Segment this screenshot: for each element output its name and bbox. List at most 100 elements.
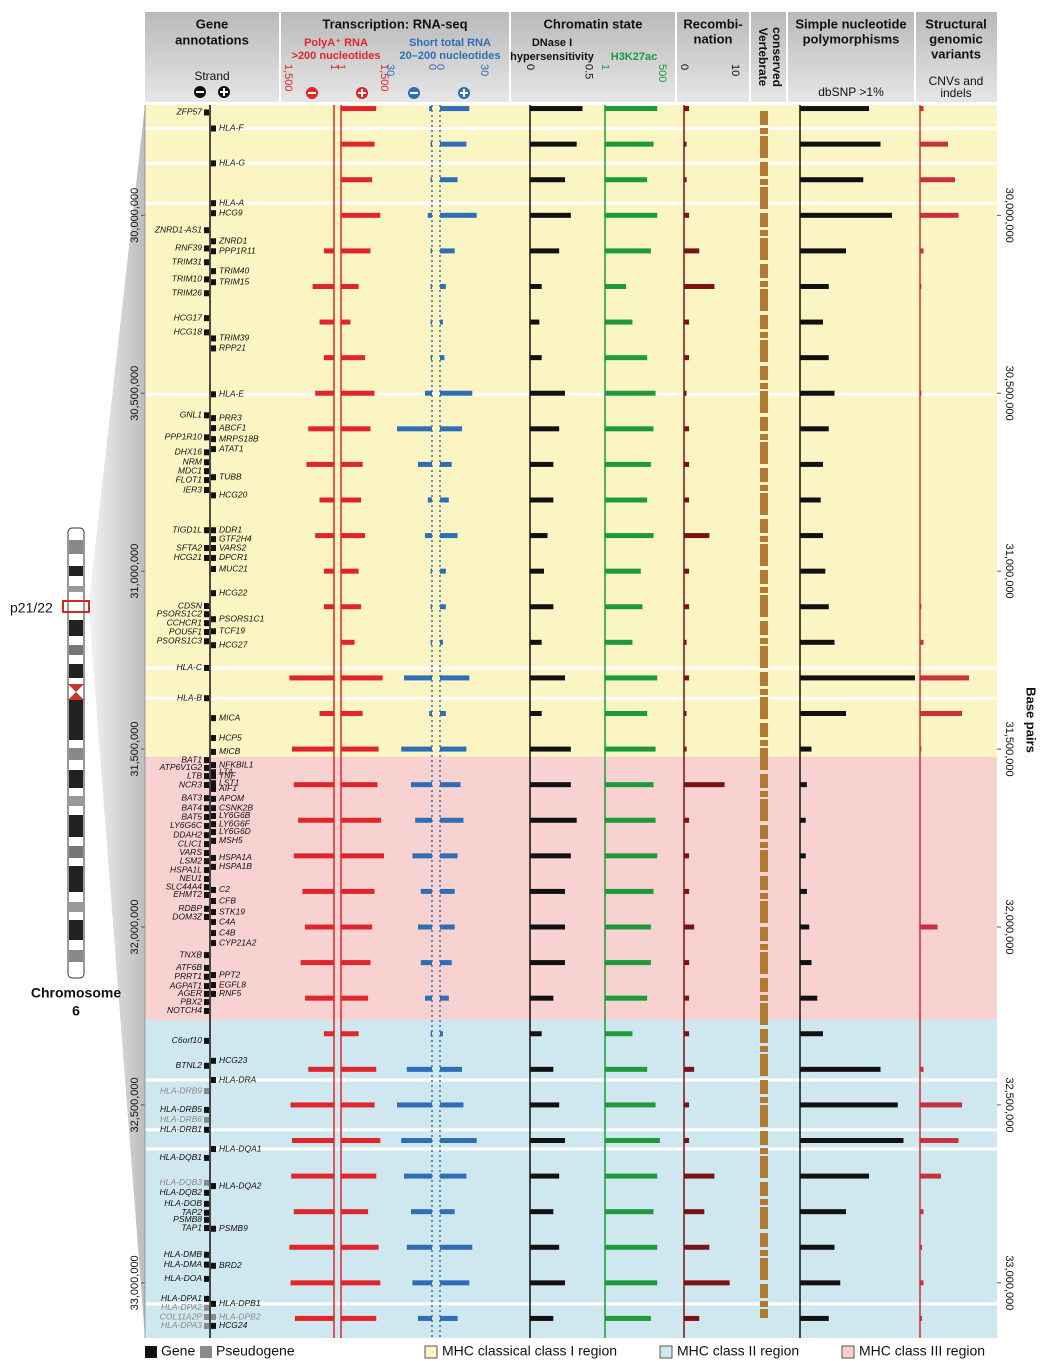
track-bar: [920, 142, 948, 147]
gene-block: [211, 200, 216, 206]
track-title: conserved: [770, 27, 784, 87]
zoom-fan: [89, 105, 145, 1338]
gene-label: TNXB: [179, 949, 202, 959]
track-bar: [530, 248, 559, 253]
track-bar: [440, 1067, 462, 1072]
track-bar: [440, 711, 446, 716]
gene-label: HCG9: [219, 207, 243, 217]
track-bar: [920, 177, 955, 182]
track-bar: [684, 604, 689, 609]
gene-block: [211, 566, 216, 572]
track-bar: [530, 1138, 565, 1143]
track-bar: [341, 177, 372, 182]
gene-block: [204, 555, 209, 561]
gene-label: PSORS1C1: [219, 613, 265, 623]
gene-label: MSH5: [219, 835, 243, 845]
track-bar: [920, 1316, 922, 1321]
track-bar: [341, 106, 376, 111]
legend-label: MHC class III region: [859, 1343, 985, 1359]
gene-block: [211, 446, 216, 452]
gene-label: DPCR1: [219, 552, 248, 562]
gene-block: [204, 290, 209, 296]
gene-block: [211, 210, 216, 216]
track-tick-label: 0: [678, 64, 690, 70]
gene-block: [211, 887, 216, 893]
gene-label: HCG21: [174, 552, 203, 562]
track-bar: [440, 462, 452, 467]
track-bar: [605, 711, 647, 716]
track-bar: [341, 711, 363, 716]
track-bar: [605, 853, 657, 858]
track-bar: [320, 320, 334, 325]
gene-block: [204, 1190, 209, 1196]
gene-block: [204, 765, 209, 771]
gene-block: [211, 536, 216, 542]
gene-label: MICB: [219, 746, 241, 756]
track-bar: [320, 711, 334, 716]
gene-block: [204, 1314, 209, 1320]
track-bar: [920, 213, 959, 218]
track-bar: [428, 497, 432, 502]
gene-block: [204, 782, 209, 788]
gene-block: [211, 248, 216, 254]
gene-block: [211, 474, 216, 480]
track-bar: [605, 569, 641, 574]
y-tick-label: 31,500,000: [129, 722, 141, 777]
gene-block: [204, 823, 209, 829]
track-bar: [440, 1102, 463, 1107]
track-bar: [530, 925, 565, 930]
gene-block: [211, 821, 216, 827]
track-bar: [530, 747, 571, 752]
gene-block: [211, 1183, 216, 1189]
gene-block: [204, 1225, 209, 1231]
track-bar: [425, 391, 432, 396]
gene-label: TAP1: [181, 1222, 202, 1232]
gene-label: CYP21A2: [219, 937, 257, 947]
track-bar: [605, 604, 642, 609]
track-bar: [684, 1209, 704, 1214]
track-bar: [605, 284, 626, 289]
track-bar: [605, 497, 647, 502]
track-bar: [800, 177, 863, 182]
track-subtitle: hypersensitivity: [510, 51, 595, 63]
track-title: polymorphisms: [803, 31, 900, 46]
gene-block: [211, 940, 216, 946]
track-bar: [298, 818, 334, 823]
track-bar: [530, 960, 565, 965]
track-tick-label: 30: [478, 64, 490, 76]
track-title: genomic: [929, 31, 982, 46]
gene-block: [211, 545, 216, 551]
track-bar: [530, 853, 571, 858]
track-bar: [407, 1245, 432, 1250]
y-tick-label: 33,000,000: [129, 1255, 141, 1310]
track-bar: [341, 462, 363, 467]
track-bar: [920, 925, 938, 930]
track-bar: [605, 640, 632, 645]
track-bar: [440, 1031, 443, 1036]
gene-block: [204, 858, 209, 864]
gene-block: [211, 829, 216, 835]
track-bar: [440, 782, 461, 787]
track-bar: [800, 248, 846, 253]
track-bar: [920, 1280, 924, 1285]
track-title: Recombi-: [683, 16, 742, 31]
track-bar: [341, 818, 381, 823]
track-tick-label: 1,500: [282, 64, 294, 92]
track-tick-label: 0.5: [582, 64, 594, 79]
gene-block: [211, 616, 216, 622]
track-bar: [530, 1280, 565, 1285]
track-bar: [431, 569, 432, 574]
gene-block: [211, 628, 216, 634]
track-bar: [440, 142, 466, 147]
track-bar: [684, 818, 689, 823]
gene-block: [204, 611, 209, 617]
gene-block: [204, 1252, 209, 1258]
track-bar: [800, 569, 825, 574]
track-bar: [412, 853, 432, 858]
gene-label: SFTA2: [176, 542, 202, 552]
gene-block: [204, 991, 209, 997]
gene-block: [211, 391, 216, 397]
track-tick-label: 30: [384, 64, 396, 76]
gene-block: [211, 982, 216, 988]
gene-block: [204, 1305, 209, 1311]
